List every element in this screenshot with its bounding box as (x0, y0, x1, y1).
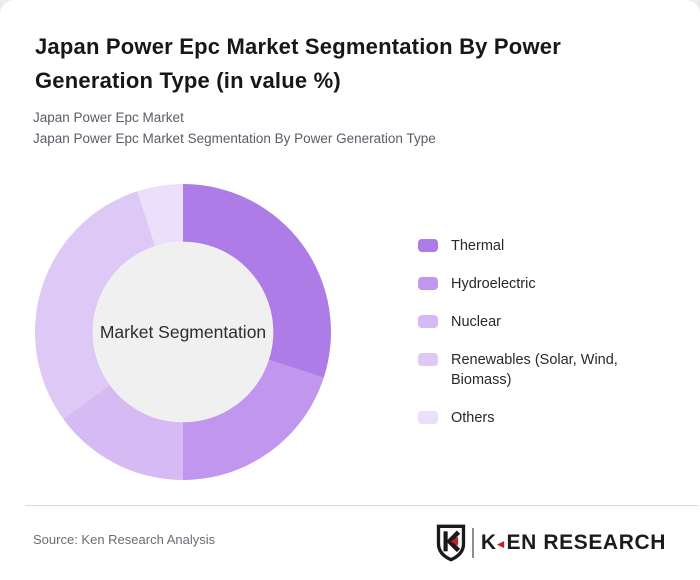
legend-label: Renewables (Solar, Wind, Biomass) (451, 352, 618, 388)
donut-slice-others[interactable] (137, 184, 183, 247)
page-title-line-2: Generation Type (in value %) (35, 68, 341, 93)
legend-swatch (418, 239, 438, 252)
logo-letter-k: K (480, 531, 497, 554)
donut-center-label: Market Segmentation (100, 322, 266, 342)
source-text: Source: Ken Research Analysis (33, 532, 216, 547)
logo-separator (471, 528, 474, 558)
legend-item-nuclear[interactable]: Nuclear (418, 312, 652, 332)
page-title: Japan Power Epc Market Segmentation By P… (35, 30, 680, 98)
ken-research-logo: K ◄ EN RESEARCH (436, 522, 666, 564)
legend-label: Others (451, 410, 495, 426)
legend-item-others[interactable]: Others (418, 408, 652, 428)
legend-label: Nuclear (451, 314, 501, 330)
legend-label: Hydroelectric (451, 276, 536, 292)
donut-slice-nuclear[interactable] (63, 385, 183, 480)
page-title-line-1: Japan Power Epc Market Segmentation By P… (35, 34, 561, 59)
legend-label: Thermal (451, 238, 505, 254)
chart-legend: Thermal Hydroelectric Nuclear Renewables (S… (418, 236, 652, 446)
legend-swatch (418, 353, 438, 366)
logo-wordmark-rest: EN RESEARCH (506, 531, 666, 554)
logo-wordmark: K ◄ EN RESEARCH (481, 531, 666, 555)
logo-triangle-icon: ◄ (494, 537, 507, 551)
legend-swatch (418, 315, 438, 328)
legend-item-hydroelectric[interactable]: Hydroelectric (418, 274, 652, 294)
chart-subtitle-line-2: Japan Power Epc Market Segmentation By P… (33, 131, 436, 146)
ken-research-shield-icon (436, 524, 466, 562)
donut-slice-hydroelectric[interactable] (183, 359, 324, 480)
legend-swatch (418, 277, 438, 290)
legend-item-thermal[interactable]: Thermal (418, 236, 652, 256)
donut-center-circle (93, 242, 273, 422)
legend-item-renewables-solar-wind-biomass[interactable]: Renewables (Solar, Wind, Biomass) (418, 350, 652, 390)
legend-swatch (418, 411, 438, 424)
chart-subtitle: Japan Power Epc Market Japan Power Epc M… (33, 107, 436, 149)
footer-divider (25, 505, 698, 506)
donut-chart: Market Segmentation (35, 184, 332, 480)
donut-slice-renewables-solar-wind-biomass[interactable] (35, 191, 156, 419)
chart-subtitle-line-1: Japan Power Epc Market (33, 110, 184, 125)
donut-slice-thermal[interactable] (183, 184, 332, 378)
